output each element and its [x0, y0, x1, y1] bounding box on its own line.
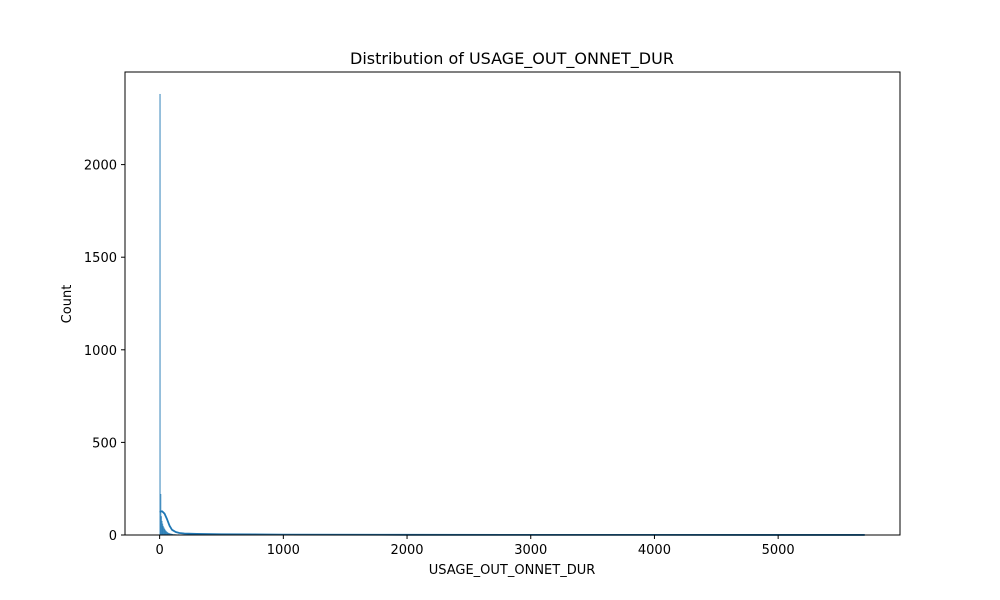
y-tick-label: 500 — [92, 436, 117, 451]
y-tick-label: 1000 — [84, 344, 117, 359]
histogram-bar — [159, 93, 161, 536]
y-tick-label: 0 — [109, 529, 117, 544]
axes: 0 1000 2000 3000 4000 5000 0 500 1000 1500 2000 — [84, 71, 901, 558]
histogram-bars — [159, 93, 865, 536]
x-axis-label: USAGE_OUT_ONNET_DUR — [429, 563, 596, 578]
x-tick-label: 2000 — [390, 543, 423, 558]
plot-frame — [124, 71, 901, 536]
y-tick-label: 1500 — [84, 251, 117, 266]
y-axis-label: Count — [60, 285, 75, 324]
x-tick-label: 4000 — [638, 543, 671, 558]
x-tick-label: 5000 — [762, 543, 795, 558]
x-tick-label: 1000 — [267, 543, 300, 558]
y-tick-label: 2000 — [84, 159, 117, 174]
x-tick-label: 3000 — [514, 543, 547, 558]
x-tick-label: 0 — [155, 543, 163, 558]
chart-title: Distribution of USAGE_OUT_ONNET_DUR — [350, 49, 674, 69]
